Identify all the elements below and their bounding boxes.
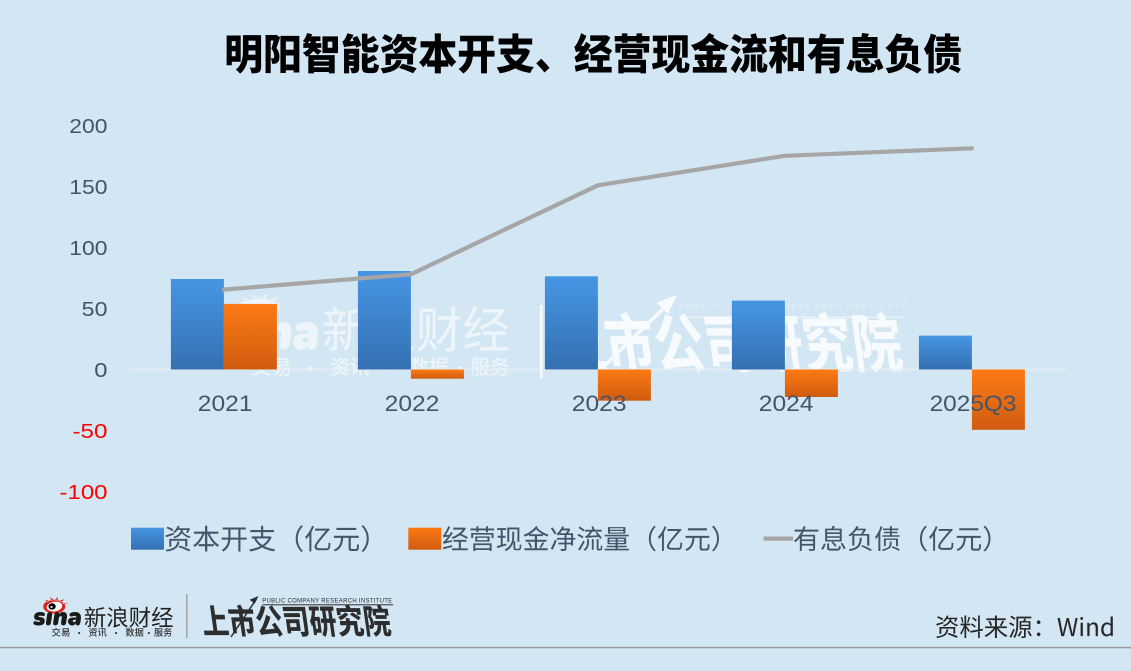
svg-text:2025Q3: 2025Q3 [930, 391, 1017, 416]
svg-text:50: 50 [82, 298, 108, 321]
svg-text:100: 100 [69, 237, 107, 260]
svg-text:0: 0 [94, 359, 107, 382]
svg-text:PUBLIC COMPANY RESEARCH INSTIT: PUBLIC COMPANY RESEARCH INSTITUTE [262, 598, 392, 604]
svg-text:2022: 2022 [385, 391, 440, 416]
svg-text:2021: 2021 [198, 391, 253, 416]
svg-text:2024: 2024 [759, 391, 814, 416]
svg-text:200: 200 [69, 115, 107, 138]
svg-text:-50: -50 [73, 420, 108, 443]
svg-text:150: 150 [69, 176, 107, 199]
svg-text:-100: -100 [60, 481, 108, 504]
svg-text:2023: 2023 [572, 391, 627, 416]
svg-text:PUBLIC COMPANY RESEARCH INSTIT: PUBLIC COMPANY RESEARCH INSTITUTE [679, 303, 908, 310]
